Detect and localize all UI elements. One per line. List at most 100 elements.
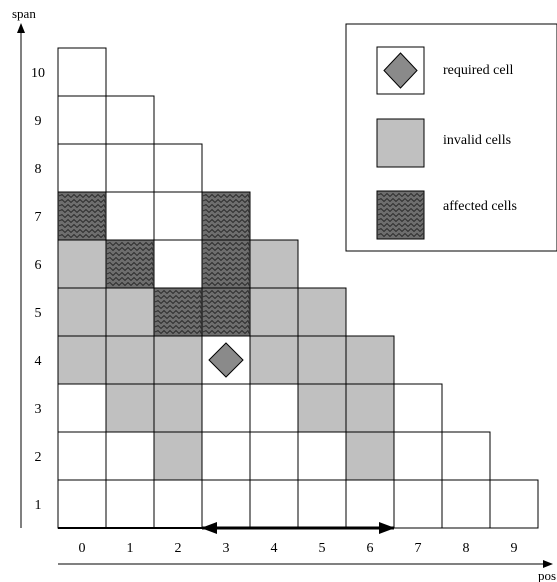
y-tick-label: 1 bbox=[35, 498, 42, 513]
cell-group bbox=[105, 191, 155, 241]
invalid-cell-group bbox=[153, 383, 203, 433]
cell-group bbox=[249, 479, 299, 529]
wave-texture bbox=[106, 246, 154, 252]
legend: required cell invalid cells affected cel… bbox=[345, 23, 557, 252]
y-axis-label: span bbox=[12, 6, 36, 21]
cell bbox=[201, 431, 251, 481]
invalid-cell bbox=[153, 335, 203, 385]
required-cell-group bbox=[201, 335, 251, 385]
cell bbox=[297, 479, 347, 529]
invalid-cell bbox=[105, 383, 155, 433]
wave-texture bbox=[106, 251, 154, 257]
wave-texture bbox=[202, 203, 250, 209]
cell-group bbox=[297, 431, 347, 481]
wave-texture bbox=[154, 309, 202, 315]
cell bbox=[57, 479, 107, 529]
cell-group bbox=[57, 95, 107, 145]
x-tick-label: 7 bbox=[415, 541, 422, 556]
cell-group bbox=[489, 479, 539, 529]
wave-texture bbox=[202, 276, 250, 282]
invalid-cell-group bbox=[297, 335, 347, 385]
wave-texture bbox=[202, 246, 250, 252]
cell-group bbox=[153, 191, 203, 241]
wave-texture bbox=[58, 203, 106, 209]
x-tick-label: 3 bbox=[223, 541, 230, 556]
wave-texture bbox=[154, 314, 202, 320]
cell bbox=[249, 383, 299, 433]
legend-required-diamond-icon bbox=[383, 52, 418, 89]
invalid-cell bbox=[297, 383, 347, 433]
wave-texture bbox=[154, 304, 202, 310]
cell bbox=[153, 143, 203, 193]
cell bbox=[153, 479, 203, 529]
legend-affected-label: affected cells bbox=[443, 199, 517, 214]
wave-texture bbox=[58, 228, 106, 234]
invalid-cell-group bbox=[105, 383, 155, 433]
wave-texture bbox=[377, 207, 424, 213]
wave-texture bbox=[377, 217, 424, 223]
affected-cell-group bbox=[105, 239, 155, 289]
x-tick-label: 5 bbox=[319, 541, 326, 556]
wave-texture bbox=[202, 241, 250, 247]
wave-texture bbox=[58, 208, 106, 214]
y-tick-label: 5 bbox=[35, 306, 42, 321]
wave-texture bbox=[202, 228, 250, 234]
cell bbox=[441, 479, 491, 529]
cell-group bbox=[153, 479, 203, 529]
cell bbox=[57, 47, 107, 97]
wave-texture bbox=[202, 271, 250, 277]
wave-texture bbox=[202, 299, 250, 305]
invalid-cell bbox=[297, 335, 347, 385]
cell bbox=[201, 383, 251, 433]
legend-required-label: required cell bbox=[443, 63, 513, 78]
y-tick-labels: 1 2 3 4 5 6 7 8 9 10 bbox=[31, 66, 45, 513]
cell bbox=[105, 431, 155, 481]
cell bbox=[393, 479, 443, 529]
wave-texture bbox=[202, 324, 250, 330]
wave-texture bbox=[106, 281, 154, 287]
invalid-cell bbox=[249, 287, 299, 337]
cell-group bbox=[57, 479, 107, 529]
wave-texture bbox=[58, 198, 106, 204]
wave-texture bbox=[154, 329, 202, 335]
x-axis-label: pos bbox=[538, 568, 556, 582]
x-tick-label: 6 bbox=[367, 541, 374, 556]
wave-texture bbox=[58, 193, 106, 199]
invalid-cell bbox=[57, 239, 107, 289]
x-tick-labels: 0 1 2 3 4 5 6 7 8 9 bbox=[79, 541, 518, 556]
invalid-cell bbox=[297, 287, 347, 337]
affected-cell-group bbox=[57, 191, 107, 241]
cell-group bbox=[441, 479, 491, 529]
cell-group bbox=[393, 479, 443, 529]
invalid-cell-group bbox=[153, 431, 203, 481]
cell bbox=[105, 191, 155, 241]
invalid-cell bbox=[105, 287, 155, 337]
wave-texture bbox=[202, 281, 250, 287]
cell bbox=[57, 383, 107, 433]
affected-cell-group bbox=[201, 239, 251, 289]
wave-texture bbox=[106, 256, 154, 262]
wave-texture bbox=[377, 212, 424, 218]
legend-invalid-label: invalid cells bbox=[443, 133, 511, 148]
cell-group bbox=[105, 479, 155, 529]
wave-texture bbox=[377, 202, 424, 208]
wave-texture bbox=[202, 256, 250, 262]
invalid-cell-group bbox=[105, 335, 155, 385]
invalid-cell-group bbox=[297, 287, 347, 337]
wave-texture bbox=[202, 193, 250, 199]
y-tick-label: 2 bbox=[35, 450, 42, 465]
wave-texture bbox=[202, 223, 250, 229]
invalid-cell-group bbox=[57, 287, 107, 337]
cell-group bbox=[57, 47, 107, 97]
cell bbox=[57, 143, 107, 193]
invalid-cell bbox=[153, 383, 203, 433]
wave-texture bbox=[202, 294, 250, 300]
invalid-cell bbox=[57, 287, 107, 337]
invalid-cell-group bbox=[297, 383, 347, 433]
cell-group bbox=[105, 95, 155, 145]
x-tick-label: 9 bbox=[511, 541, 518, 556]
wave-texture bbox=[202, 251, 250, 257]
x-tick-label: 4 bbox=[271, 541, 278, 556]
cell bbox=[393, 431, 443, 481]
cell bbox=[297, 431, 347, 481]
